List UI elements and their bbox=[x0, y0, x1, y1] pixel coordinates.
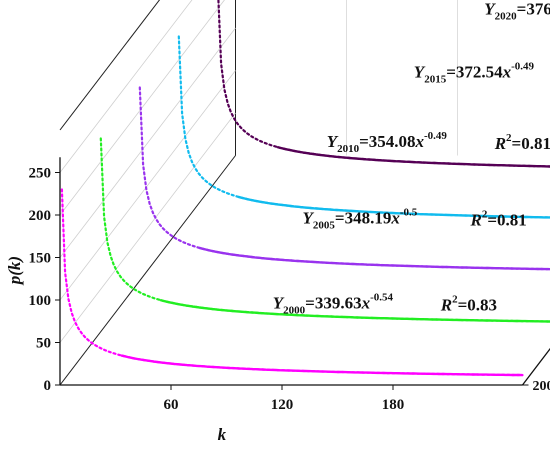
series-tail-2015 bbox=[237, 195, 550, 219]
equation-2000: Y2000=339.63x-0.54 bbox=[273, 292, 394, 317]
series-tail-2000 bbox=[120, 354, 523, 377]
r2-2010: R2=0.81 bbox=[494, 132, 550, 153]
eq-subscript: 2020 bbox=[495, 10, 518, 22]
eq-y: Y bbox=[414, 62, 426, 81]
r2-2005: R2=0.81 bbox=[470, 209, 527, 230]
wall-top-edge bbox=[59, 0, 161, 131]
x-tick-label: 180 bbox=[382, 397, 405, 413]
equation-2005: Y2005=348.19x-0.5 bbox=[303, 207, 418, 232]
wall-bottom-edge bbox=[59, 155, 236, 386]
eq-y: Y bbox=[303, 209, 315, 228]
eq-coef: =339.63 bbox=[305, 294, 361, 313]
wall-gridline bbox=[59, 27, 236, 258]
r2-r: R bbox=[440, 296, 452, 315]
y-tick-label: 50 bbox=[36, 336, 51, 352]
r2-sup: 2 bbox=[452, 294, 458, 306]
eq-exponent: -0.49 bbox=[424, 130, 447, 142]
y-tick-label: 150 bbox=[29, 251, 52, 267]
equation-2015: Y2015=372.54x-0.49 bbox=[414, 60, 535, 85]
eq-y: Y bbox=[273, 294, 285, 313]
y-tick-label: 200 bbox=[29, 208, 52, 224]
y-axis-title: p(k) bbox=[5, 256, 24, 286]
eq-exponent: -0.5 bbox=[400, 207, 418, 219]
y-tick-label: 250 bbox=[29, 166, 52, 182]
wall-gridline bbox=[59, 112, 236, 343]
wall-gridline bbox=[59, 0, 193, 173]
x-tick-label: 120 bbox=[271, 397, 294, 413]
eq-subscript: 2005 bbox=[313, 220, 336, 232]
series-tail-2005 bbox=[159, 298, 550, 323]
eq-coef: =354.08 bbox=[359, 132, 415, 151]
eq-subscript: 2000 bbox=[283, 305, 306, 317]
r2-2000: R2=0.83 bbox=[440, 294, 497, 315]
series-2020 bbox=[217, 0, 550, 168]
eq-exponent: -0.54 bbox=[370, 292, 393, 304]
r2-sup: 2 bbox=[506, 132, 512, 144]
r2-sup: 2 bbox=[482, 209, 488, 221]
y-tick-label: 0 bbox=[44, 378, 52, 394]
depth-axis-line bbox=[521, 347, 550, 386]
back-walls bbox=[59, 0, 458, 386]
depth-tick-label: 2000 bbox=[533, 379, 550, 394]
series-2010 bbox=[138, 86, 550, 271]
eq-x: x bbox=[390, 209, 400, 228]
eq-coef: =376.38 bbox=[517, 0, 550, 18]
series-2015 bbox=[177, 35, 550, 219]
x-axis-title: k bbox=[218, 425, 227, 444]
eq-coef: =372.54 bbox=[446, 62, 503, 81]
series-tail-2010 bbox=[198, 246, 550, 271]
eq-exponent: -0.49 bbox=[511, 60, 534, 72]
r2-r: R bbox=[494, 134, 506, 153]
series-2005 bbox=[99, 137, 550, 323]
eq-subscript: 2010 bbox=[337, 143, 360, 155]
eq-y: Y bbox=[484, 0, 496, 18]
eq-x: x bbox=[361, 294, 371, 313]
series-2000 bbox=[60, 188, 524, 377]
wall-gridline bbox=[59, 0, 225, 216]
equation-2020: Y2020=376.38x-0.5 bbox=[484, 0, 550, 22]
axes-layer bbox=[55, 157, 550, 390]
eq-y: Y bbox=[327, 132, 339, 151]
eq-x: x bbox=[415, 132, 425, 151]
r2-r: R bbox=[470, 211, 482, 230]
equation-2010: Y2010=354.08x-0.49 bbox=[327, 130, 448, 155]
labels-layer: 0 50 100 150 200 250 60 120 180 2000 2005 2010 2015 2… bbox=[5, 0, 550, 444]
r2-value: =0.81 bbox=[487, 211, 526, 230]
wall-gridline bbox=[59, 70, 236, 301]
r2-value: =0.81 bbox=[512, 134, 550, 153]
eq-subscript: 2015 bbox=[424, 73, 447, 85]
eq-coef: =348.19 bbox=[335, 209, 391, 228]
series-line-2000 bbox=[60, 188, 524, 377]
x-tick-label: 60 bbox=[164, 397, 179, 413]
series-layer bbox=[60, 0, 550, 377]
eq-x: x bbox=[502, 62, 512, 81]
r2-value: =0.83 bbox=[458, 296, 497, 315]
y-tick-label: 100 bbox=[29, 293, 52, 309]
series-tail-2020 bbox=[276, 145, 550, 168]
